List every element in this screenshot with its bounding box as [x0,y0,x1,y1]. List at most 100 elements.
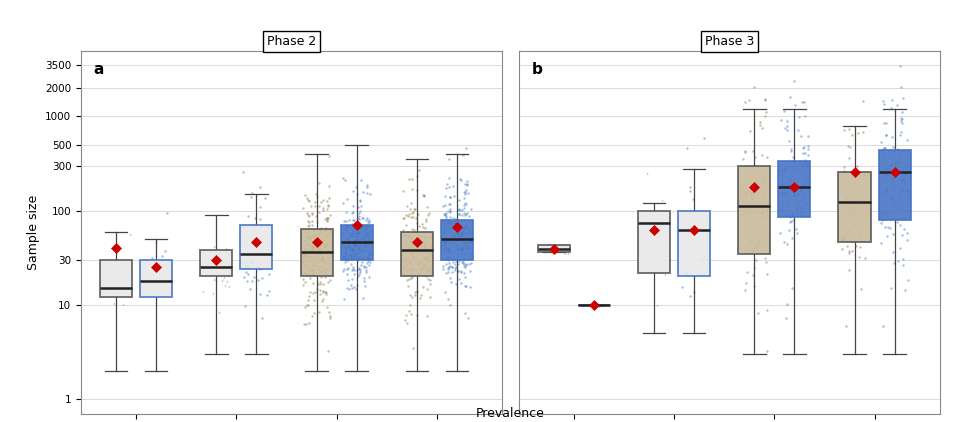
Point [107,299,122,306]
Point [776,167,791,173]
Point [457,283,473,289]
Point [747,154,762,161]
Point [247,238,262,245]
Point [759,154,774,161]
Point [877,131,892,138]
Point [791,198,806,205]
Point [295,248,311,254]
Point [735,156,750,162]
Point [349,237,364,243]
Point [779,117,794,124]
Point [322,251,337,258]
Point [312,208,327,215]
Point [559,249,575,256]
Point [304,312,319,319]
Point [456,200,472,206]
Point [452,207,467,214]
Point [355,295,371,302]
Point [448,237,463,244]
Point [893,108,908,115]
Point [355,235,370,241]
Point [893,114,908,121]
Point [405,344,420,351]
Point [338,235,354,242]
Point [847,243,862,250]
Point [445,259,460,266]
Point [422,233,437,240]
Point [696,254,711,261]
Bar [440,220,473,260]
Bar [537,245,569,252]
Point [336,254,352,261]
Point [404,225,419,232]
Point [355,243,371,249]
Point [361,274,376,281]
Point [788,205,803,211]
Point [461,238,476,244]
Point [151,260,166,266]
Point [317,243,333,250]
Point [800,133,815,140]
Point [779,201,794,208]
Point [649,268,664,275]
Point [453,268,468,274]
Point [458,201,474,208]
Point [442,193,457,200]
Point [321,308,336,315]
Point [447,267,462,273]
Point [443,264,458,271]
Point [893,84,908,90]
Point [841,238,857,244]
Point [200,263,215,270]
Point [738,249,753,256]
Point [353,268,368,275]
Point [319,266,335,273]
Point [679,145,694,152]
Point [752,119,767,125]
Y-axis label: Sample size: Sample size [27,195,39,270]
Point [340,238,355,245]
Point [299,195,314,201]
Point [319,216,335,223]
Point [456,263,471,270]
Point [313,225,328,232]
Point [261,271,276,277]
Point [448,257,463,264]
Point [885,183,901,189]
Point [407,292,422,299]
Point [787,226,802,233]
Point [305,267,320,274]
Point [442,206,457,212]
Point [399,231,415,238]
Point [149,239,164,246]
Point [649,302,664,308]
Point [339,195,355,202]
Point [851,197,866,204]
Point [357,232,373,238]
Point [335,268,351,275]
Point [757,95,772,102]
Point [305,289,320,296]
Point [416,241,432,248]
Point [783,235,799,241]
Point [873,220,888,227]
Point [361,240,376,247]
Point [302,274,317,281]
Point [451,258,466,265]
Point [849,130,864,136]
Point [757,255,772,262]
Point [757,112,772,119]
Point [338,251,354,258]
Point [304,222,319,228]
Point [685,196,700,203]
Point [314,249,329,256]
Point [775,198,790,205]
Point [880,224,895,231]
Point [318,225,334,232]
Point [355,214,370,221]
Point [356,275,372,281]
Point [395,215,410,222]
Point [361,250,376,257]
Point [894,95,909,102]
Point [244,258,259,265]
